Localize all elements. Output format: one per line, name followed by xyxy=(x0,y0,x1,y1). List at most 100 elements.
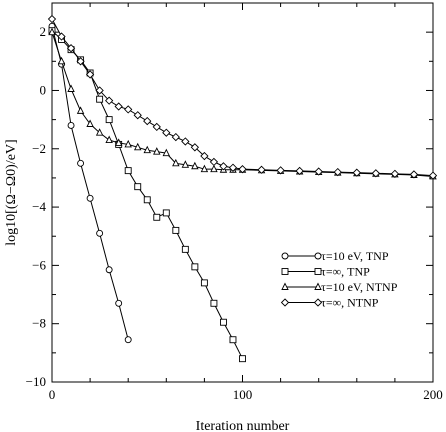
data-point xyxy=(124,105,133,114)
data-point xyxy=(67,121,75,129)
series-triangle xyxy=(48,27,437,180)
data-point xyxy=(86,194,94,202)
legend-marker xyxy=(314,252,322,260)
data-point xyxy=(172,226,180,234)
data-point xyxy=(153,147,161,155)
legend-marker xyxy=(280,298,290,307)
data-point xyxy=(200,164,209,173)
data-point xyxy=(133,142,142,151)
series-square xyxy=(48,27,246,363)
series-line xyxy=(51,30,243,359)
data-point xyxy=(115,299,123,307)
data-point xyxy=(96,229,104,237)
y-tick-label: −4 xyxy=(32,199,46,214)
x-axis-title: Iteration number xyxy=(196,419,290,432)
data-point xyxy=(134,183,142,191)
data-point xyxy=(77,159,85,167)
legend-entry: τ=∞, TNP xyxy=(281,265,370,279)
legend-entry: τ=10 eV, TNP xyxy=(281,249,389,263)
data-point xyxy=(47,14,57,24)
data-point xyxy=(66,44,76,53)
data-point xyxy=(95,128,104,136)
data-point xyxy=(181,160,190,168)
data-point xyxy=(124,139,132,148)
legend-label: τ=∞, TNP xyxy=(321,265,370,279)
data-point xyxy=(409,170,419,179)
data-point xyxy=(428,171,438,180)
y-tick-label: −6 xyxy=(32,257,46,272)
data-point xyxy=(114,138,123,146)
x-tick-label: 200 xyxy=(423,387,443,402)
legend-marker xyxy=(281,252,289,260)
data-point xyxy=(162,209,170,217)
data-point xyxy=(143,145,151,154)
data-point xyxy=(390,169,400,178)
data-point xyxy=(219,318,227,326)
legend-label: τ=10 eV, NTNP xyxy=(321,280,398,294)
data-point xyxy=(171,132,180,142)
plot-frame xyxy=(51,2,434,383)
data-point xyxy=(181,137,190,146)
data-point xyxy=(210,164,218,173)
data-point xyxy=(191,161,199,170)
x-tick-label: 100 xyxy=(233,387,253,402)
y-axis-title: log10[(Ω−Ω0)/eV] xyxy=(4,139,19,245)
legend-marker xyxy=(281,282,289,290)
x-tick-label: 0 xyxy=(49,387,56,402)
data-point xyxy=(257,165,266,174)
data-point xyxy=(229,336,237,344)
data-point xyxy=(76,106,85,114)
series-diamond xyxy=(47,14,438,180)
data-point xyxy=(86,119,94,127)
legend-marker xyxy=(314,282,322,290)
y-tick-label: 2 xyxy=(40,24,47,39)
data-point xyxy=(124,167,132,175)
data-point xyxy=(352,168,361,177)
legend-entry: τ=∞, NTNP xyxy=(280,296,379,310)
data-point xyxy=(219,162,228,171)
y-tick-label: −2 xyxy=(32,141,46,156)
data-point xyxy=(209,157,219,167)
data-point xyxy=(238,165,247,174)
data-point xyxy=(114,102,123,111)
data-point xyxy=(95,86,104,95)
data-point xyxy=(228,163,238,172)
legend-marker xyxy=(281,268,289,275)
data-point xyxy=(85,70,95,79)
data-point xyxy=(153,213,161,221)
y-tick-label: −10 xyxy=(26,374,46,389)
data-point xyxy=(172,158,180,167)
data-point xyxy=(333,167,342,177)
data-point xyxy=(200,279,208,287)
data-point xyxy=(143,196,151,204)
data-point xyxy=(276,166,285,175)
legend-label: τ=∞, NTNP xyxy=(321,296,379,310)
data-point xyxy=(190,143,200,152)
legend-label: τ=10 eV, TNP xyxy=(321,249,389,263)
data-point xyxy=(210,299,218,307)
data-point xyxy=(105,135,113,143)
data-point xyxy=(133,111,142,120)
legend-entry: τ=10 eV, NTNP xyxy=(281,280,398,294)
y-tick-label: −8 xyxy=(32,316,46,331)
data-point xyxy=(191,263,199,271)
data-point xyxy=(239,355,246,363)
data-point xyxy=(57,32,66,41)
data-point xyxy=(314,167,323,176)
data-point xyxy=(162,148,171,157)
data-point xyxy=(76,57,85,66)
data-point xyxy=(67,84,75,92)
data-point xyxy=(57,56,66,65)
data-point xyxy=(96,95,104,103)
data-point xyxy=(152,122,161,132)
data-point xyxy=(48,27,56,36)
data-point xyxy=(162,128,171,137)
data-point xyxy=(105,116,113,124)
legend-marker xyxy=(313,298,323,307)
y-tick-label: 0 xyxy=(40,82,47,97)
data-point xyxy=(143,116,152,126)
data-point xyxy=(181,245,189,253)
data-point xyxy=(200,151,209,161)
data-point xyxy=(371,169,380,178)
